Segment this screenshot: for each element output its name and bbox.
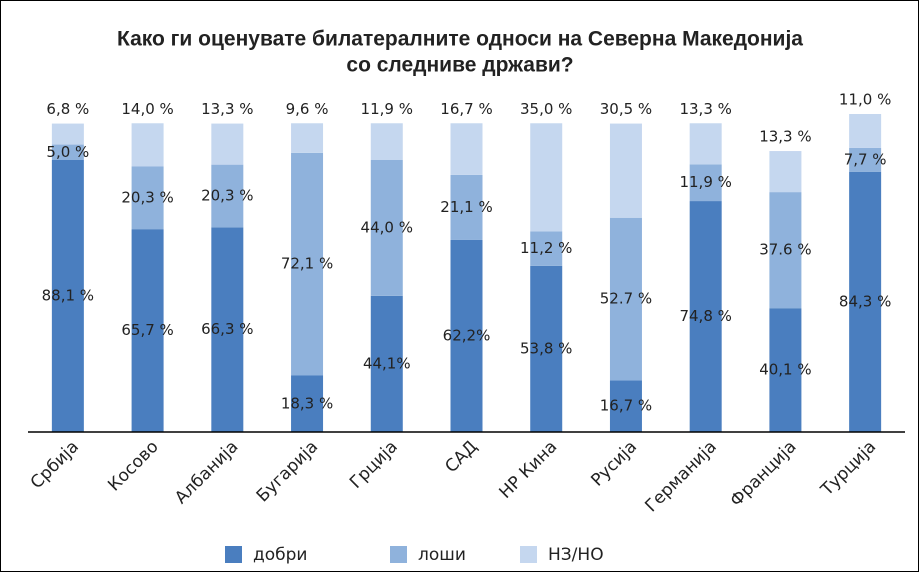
data-label: 84,3 % — [839, 292, 891, 310]
data-label: 13,3 % — [759, 128, 811, 146]
data-label: 88,1 % — [42, 287, 94, 305]
data-label: 14,0 % — [121, 100, 173, 118]
data-label: 44,0 % — [361, 218, 413, 236]
data-label: 11,0 % — [839, 91, 891, 109]
data-label: 66,3 % — [201, 320, 253, 338]
bar-segment — [370, 295, 403, 432]
bar-segment — [450, 239, 483, 432]
data-label: 40,1 % — [759, 361, 811, 379]
data-label: 16,7 % — [440, 100, 492, 118]
data-label: 37.6 % — [759, 241, 811, 259]
data-label: 62,2% — [443, 326, 491, 344]
data-label: 11,9 % — [679, 173, 731, 191]
bar-segment — [849, 114, 882, 148]
bar-segment — [291, 152, 324, 376]
data-label: 30,5 % — [600, 100, 652, 118]
legend-label: лоши — [418, 545, 466, 565]
data-label: 18,3 % — [281, 394, 333, 412]
bar-segment — [131, 229, 164, 432]
legend-label: НЗ/НО — [548, 545, 604, 565]
chart-title: со следниве држави? — [346, 54, 573, 77]
bar-segment — [291, 375, 324, 432]
data-label: 35,0 % — [520, 100, 572, 118]
data-label: 65,7 % — [121, 321, 173, 339]
legend-swatch — [390, 546, 407, 563]
legend-swatch — [225, 546, 242, 563]
bar-segment — [51, 144, 84, 161]
bar-segment — [51, 160, 84, 432]
data-label: 20,3 % — [121, 188, 173, 206]
bar-segment — [609, 123, 642, 218]
data-label: 11,2 % — [520, 239, 572, 257]
bar-segment — [450, 123, 483, 175]
data-label: 53,8 % — [520, 339, 572, 357]
data-label: 52.7 % — [600, 290, 652, 308]
data-label: 11,9 % — [361, 100, 413, 118]
bar-segment — [689, 123, 722, 165]
bar-segment — [211, 227, 244, 432]
legend-swatch — [520, 546, 537, 563]
data-label: 21,1 % — [440, 198, 492, 216]
data-label: 13,3 % — [679, 100, 731, 118]
data-label: 74,8 % — [679, 307, 731, 325]
bar-segment — [370, 160, 403, 296]
chart-title: Како ги оценувате билатералните односи н… — [117, 28, 803, 51]
data-label: 6,8 % — [46, 100, 89, 118]
data-label: 9,6 % — [286, 100, 329, 118]
bar-segment — [769, 308, 802, 432]
data-label: 13,3 % — [201, 100, 253, 118]
bar-segment — [211, 164, 244, 228]
bar-segment — [689, 201, 722, 432]
data-label: 7,7 % — [844, 150, 887, 168]
bar-segment — [769, 151, 802, 193]
bar-segment — [689, 164, 722, 202]
bar-segment — [530, 231, 563, 266]
data-label: 44,1% — [363, 354, 411, 372]
data-label: 16,7 % — [600, 397, 652, 415]
bar-segment — [131, 123, 164, 167]
bar-segment — [370, 123, 403, 161]
bar-segment — [211, 123, 244, 165]
bar-segment — [849, 147, 882, 172]
bar-segment — [769, 192, 802, 309]
legend-label: добри — [253, 545, 307, 565]
bar-segment — [609, 217, 642, 381]
bar-segment — [51, 123, 84, 145]
bar-segment — [291, 123, 324, 153]
bar-segment — [530, 265, 563, 432]
data-label: 5,0 % — [46, 143, 89, 161]
bar-segment — [450, 174, 483, 240]
data-label: 72,1 % — [281, 255, 333, 273]
bar-segment — [131, 166, 164, 230]
bar-segment — [530, 123, 563, 232]
data-label: 20,3 % — [201, 186, 253, 204]
bar-segment — [849, 171, 882, 432]
bar-segment — [609, 380, 642, 432]
